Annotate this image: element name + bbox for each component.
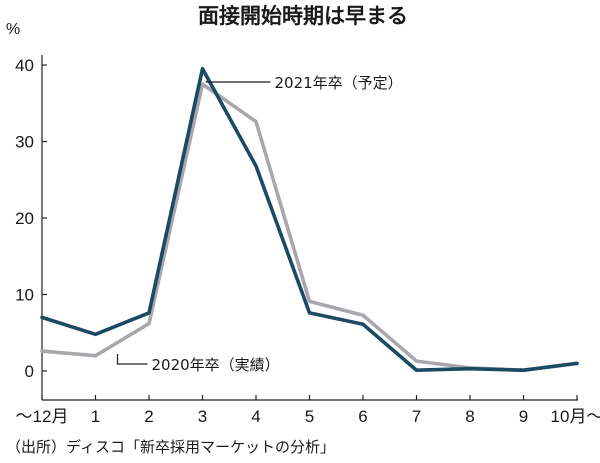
x-tick-label: ～12月 [16, 407, 69, 426]
series-line-2021 [40, 67, 579, 373]
x-tick-label: 8 [465, 407, 474, 426]
y-tick-label: 20 [15, 209, 34, 228]
chart-title: 面接開始時期は早まる [198, 4, 408, 28]
series-annotations: 2021年卒（予定） 2020年卒（実績） [116, 74, 403, 374]
series-label-2020: 2020年卒（実績） [152, 356, 280, 374]
series-lines [40, 67, 579, 373]
y-tick-label: 10 [15, 286, 34, 305]
annotation-leader-2020 [116, 354, 148, 365]
y-tick-label: 0 [25, 362, 34, 381]
series-label-2021: 2021年卒（予定） [275, 74, 403, 92]
x-tick-label: 2 [144, 407, 153, 426]
y-axis-ticks: 0 10 20 30 40 [15, 56, 47, 381]
annotation-leader-2021 [205, 80, 271, 83]
x-tick-label: 5 [305, 407, 314, 426]
y-tick-label: 30 [15, 133, 34, 152]
x-tick-label: 4 [251, 407, 260, 426]
x-tick-label: 1 [91, 407, 100, 426]
source-note: （出所）ディスコ「新卒採用マーケットの分析」 [6, 438, 335, 456]
y-tick-label: 40 [15, 56, 34, 75]
series-line-2020 [40, 82, 579, 373]
x-tick-label: 3 [198, 407, 207, 426]
x-tick-label: 9 [519, 407, 528, 426]
y-axis-unit-label: % [6, 21, 20, 38]
axes [41, 55, 578, 401]
x-axis-ticks: ～12月 1 2 3 4 5 6 7 8 9 10月～ [16, 395, 600, 426]
x-tick-label: 6 [358, 407, 367, 426]
x-tick-label: 7 [412, 407, 421, 426]
x-tick-label: 10月～ [551, 407, 600, 426]
